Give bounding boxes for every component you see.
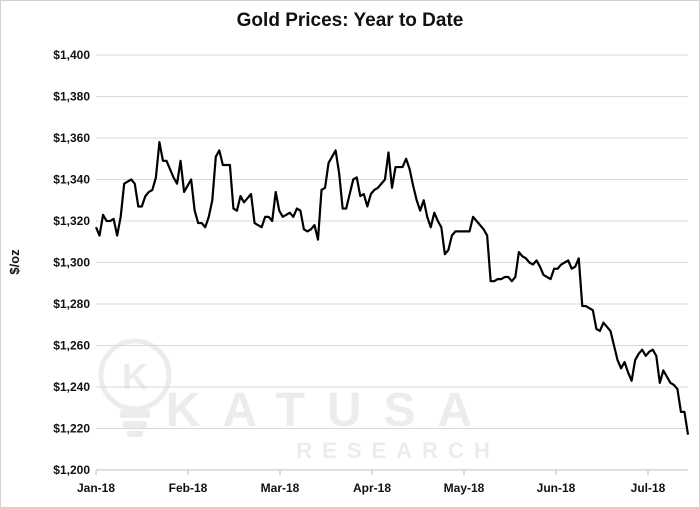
y-axis-ticks: $1,200 $1,220 $1,240 $1,260 $1,280 $1,300 $1,3… [53,48,90,477]
x-tick-label: Feb-18 [169,481,208,495]
y-tick-label: $1,280 [53,297,90,311]
x-tick-label: May-18 [444,481,485,495]
gridlines [96,54,688,429]
y-tick-label: $1,400 [53,48,90,62]
chart-title: Gold Prices: Year to Date [236,10,464,31]
y-tick-label: $1,380 [53,90,90,104]
y-tick-label: $1,360 [53,131,90,145]
gold-price-line [94,141,690,435]
y-tick-label: $1,300 [53,256,90,270]
x-axis-ticks: Jan-18 Feb-18 Mar-18 Apr-18 May-18 Jun-18 Jul-… [77,470,666,495]
watermark-subtitle: RESEARCH [296,438,499,463]
x-tick-label: Mar-18 [261,481,300,495]
watermark-brand: KATUSA [166,384,494,437]
lightbulb-logo-icon: K [98,338,172,437]
katusa-watermark: K KATUSA RESEARCH [98,338,499,463]
y-tick-label: $1,240 [53,380,90,394]
y-tick-label: $1,220 [53,422,90,436]
x-tick-label: Jul-18 [631,481,666,495]
y-tick-label: $1,260 [53,339,90,353]
y-tick-label: $1,200 [53,463,90,477]
x-tick-label: Jan-18 [77,481,115,495]
y-tick-label: $1,340 [53,173,90,187]
watermark-logo-letter: K [122,356,148,397]
x-tick-label: Jun-18 [537,481,576,495]
x-tick-label: Apr-18 [353,481,391,495]
y-tick-label: $1,320 [53,214,90,228]
